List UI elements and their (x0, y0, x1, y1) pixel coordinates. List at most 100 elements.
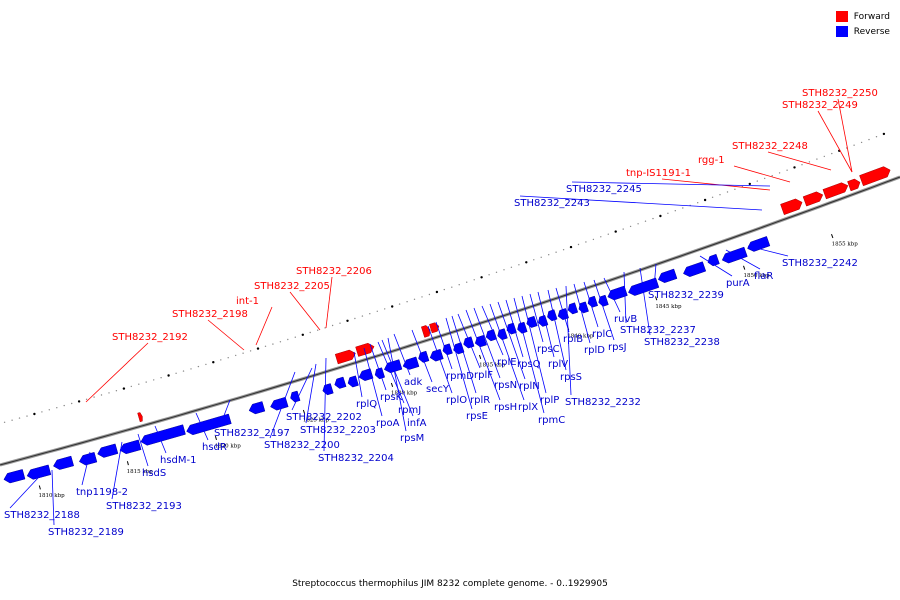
forward-gene-label[interactable]: STH8232_2206 (296, 266, 372, 277)
reverse-gene-label[interactable]: rpsE (466, 411, 488, 422)
reverse-gene-label[interactable]: rpsJ (608, 342, 627, 353)
reverse-gene[interactable] (485, 329, 498, 342)
reverse-gene-label[interactable]: adk (404, 377, 422, 388)
reverse-gene-label[interactable]: rplX (518, 402, 538, 413)
reverse-gene[interactable] (547, 309, 558, 322)
reverse-gene-label[interactable]: STH8232_2239 (648, 290, 724, 301)
reverse-gene-label[interactable]: rplD (584, 345, 605, 356)
forward-gene[interactable] (420, 325, 431, 338)
reverse-gene-label[interactable]: rpsK (380, 392, 403, 403)
guide-dot (115, 390, 118, 392)
reverse-gene[interactable] (747, 236, 771, 252)
reverse-gene-label[interactable]: rplR (470, 395, 490, 406)
reverse-gene[interactable] (97, 443, 119, 458)
reverse-gene[interactable] (26, 464, 52, 480)
reverse-gene[interactable] (186, 413, 232, 436)
sequence-backbone (0, 175, 900, 467)
reverse-gene[interactable] (322, 383, 334, 396)
reverse-gene[interactable] (628, 277, 660, 296)
reverse-gene[interactable] (248, 401, 266, 415)
reverse-gene-label[interactable]: hsdR (202, 442, 227, 453)
reverse-gene[interactable] (119, 439, 142, 455)
reverse-gene[interactable] (53, 455, 75, 470)
reverse-gene-label[interactable]: STH8232_2203 (300, 425, 376, 436)
reverse-gene-label[interactable]: STH8232_2193 (106, 501, 182, 512)
guide-dot (667, 212, 669, 214)
reverse-gene[interactable] (347, 375, 359, 388)
reverse-gene-label[interactable]: rpsQ (517, 359, 541, 370)
reverse-gene[interactable] (358, 368, 374, 381)
reverse-gene-label[interactable]: rpmC (538, 415, 565, 426)
reverse-gene-label[interactable]: STH8232_2202 (286, 412, 362, 423)
reverse-gene-label[interactable]: STH8232_2242 (782, 258, 858, 269)
reverse-gene[interactable] (567, 302, 579, 315)
reverse-gene-label[interactable]: rpsN (494, 380, 517, 391)
reverse-gene[interactable] (429, 348, 444, 362)
reverse-gene-label[interactable]: rplQ (356, 399, 377, 410)
reverse-gene[interactable] (453, 342, 465, 355)
reverse-gene[interactable] (587, 295, 599, 308)
reverse-gene[interactable] (140, 424, 186, 446)
reverse-gene-label[interactable]: rpsM (400, 433, 424, 444)
forward-gene-label[interactable]: STH8232_2248 (732, 141, 808, 152)
reverse-gene[interactable] (517, 321, 528, 334)
reverse-gene-label[interactable]: STH8232_2188 (4, 510, 80, 521)
reverse-gene[interactable] (657, 268, 678, 283)
reverse-gene-label[interactable]: rplO (446, 395, 467, 406)
forward-gene-label[interactable]: int-1 (236, 296, 259, 307)
forward-gene-label[interactable]: tnp-IS1191-1 (626, 168, 691, 179)
reverse-gene-label[interactable]: rplP (540, 395, 559, 406)
forward-gene[interactable] (429, 322, 440, 334)
reverse-gene-label[interactable]: STH8232_2200 (264, 440, 340, 451)
reverse-gene-label[interactable]: STH8232_2232 (565, 397, 641, 408)
reverse-gene-label[interactable]: rplV (548, 359, 568, 370)
reverse-gene-label[interactable]: hsdS (142, 468, 166, 479)
reverse-gene-label[interactable]: STH8232_2243 (514, 198, 590, 209)
reverse-gene-label[interactable]: rpmJ (398, 405, 421, 416)
reverse-gene-label[interactable]: rplN (519, 381, 540, 392)
forward-gene[interactable] (780, 198, 803, 216)
forward-gene-label[interactable]: STH8232_2249 (782, 100, 858, 111)
forward-gene[interactable] (847, 178, 861, 192)
forward-gene-label[interactable]: rgg-1 (698, 155, 725, 166)
reverse-gene-label[interactable]: infA (407, 418, 427, 429)
reverse-gene[interactable] (598, 294, 609, 307)
reverse-gene-label[interactable]: rplE (497, 357, 517, 368)
reverse-gene-label[interactable]: rpmD (446, 371, 474, 382)
reverse-gene-label[interactable]: rplB (563, 334, 583, 345)
reverse-gene-label[interactable]: STH8232_2189 (48, 527, 124, 538)
forward-gene[interactable] (822, 182, 849, 200)
reverse-gene[interactable] (538, 314, 549, 327)
reverse-gene-label[interactable]: secY (426, 384, 450, 395)
forward-gene[interactable] (334, 349, 356, 365)
forward-gene-label[interactable]: STH8232_2250 (802, 88, 878, 99)
reverse-gene-label[interactable]: STH8232_2238 (644, 337, 720, 348)
reverse-gene-label[interactable]: STH8232_2237 (620, 325, 696, 336)
reverse-gene[interactable] (270, 396, 289, 411)
reverse-gene-label[interactable]: tnp1198-2 (76, 487, 128, 498)
reverse-gene-label[interactable]: rplF (474, 370, 493, 381)
reverse-gene[interactable] (683, 261, 707, 277)
forward-gene[interactable] (802, 191, 824, 207)
forward-gene[interactable] (137, 412, 143, 423)
reverse-gene-label[interactable]: rplC (592, 329, 612, 340)
forward-gene[interactable] (859, 166, 891, 187)
reverse-gene-label[interactable]: flaR (754, 271, 773, 282)
reverse-gene-label[interactable]: purA (726, 278, 750, 289)
reverse-gene[interactable] (463, 336, 475, 349)
forward-gene-label[interactable]: STH8232_2192 (112, 332, 188, 343)
reverse-gene-label[interactable]: rpsH (494, 402, 517, 413)
reverse-gene[interactable] (3, 469, 26, 484)
reverse-gene-label[interactable]: rpoA (376, 418, 400, 429)
reverse-gene-label[interactable]: hsdM-1 (160, 455, 197, 466)
forward-gene-label[interactable]: STH8232_2198 (172, 309, 248, 320)
reverse-gene[interactable] (334, 376, 347, 389)
reverse-gene-label[interactable]: STH8232_2245 (566, 184, 642, 195)
reverse-gene-label[interactable]: STH8232_2204 (318, 453, 394, 464)
reverse-gene-label[interactable]: rpsC (537, 344, 560, 355)
guide-dot (398, 303, 401, 305)
reverse-gene-label[interactable]: rpsS (560, 372, 582, 383)
forward-gene-label[interactable]: STH8232_2205 (254, 281, 330, 292)
guide-dot (585, 241, 587, 243)
reverse-gene-label[interactable]: STH8232_2197 (214, 428, 290, 439)
